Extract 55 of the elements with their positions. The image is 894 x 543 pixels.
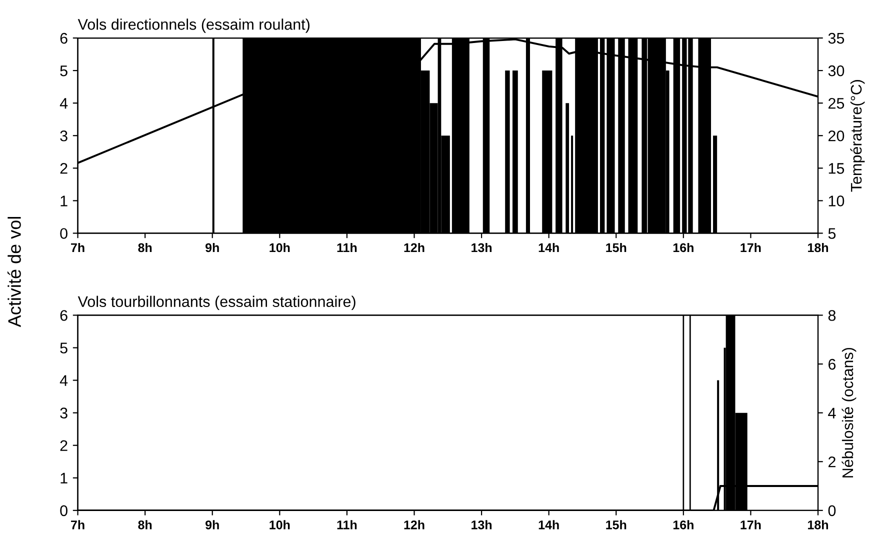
x-tick-label: 17h	[740, 520, 761, 530]
chart-title: Vols directionnels (essaim roulant)	[78, 18, 310, 33]
y2-tick-label: 35	[828, 32, 844, 44]
y-tick-label: 0	[60, 228, 68, 239]
x-tick-label: 13h	[472, 242, 492, 252]
y2-tick-label: 25	[828, 98, 844, 109]
x-tick-label: 18h	[808, 520, 828, 530]
y2-tick-label: 6	[828, 358, 836, 370]
x-tick-label: 10h	[270, 242, 290, 252]
x-tick-label: 12h	[404, 242, 424, 252]
y2-tick-label: 2	[828, 456, 836, 468]
y-tick-label: 2	[60, 163, 68, 174]
x-tick-label: 16h	[673, 242, 694, 252]
x-tick-label: 15h	[606, 520, 626, 530]
y-tick-label: 0	[60, 505, 68, 516]
x-tick-label: 9h	[206, 520, 219, 530]
x-tick-label: 7h	[71, 520, 84, 530]
x-tick-label: 14h	[538, 242, 559, 252]
x-tick-label: 12h	[404, 520, 424, 530]
x-tick-label: 15h	[606, 242, 626, 252]
y2-tick-label: 0	[828, 505, 836, 516]
y2-tick-label: 15	[828, 163, 844, 174]
x-tick-label: 11h	[337, 242, 357, 252]
y2-axis-title: Nébulosité (octans)	[842, 348, 856, 478]
x-tick-label: 8h	[138, 520, 152, 530]
y2-tick-label: 30	[828, 65, 844, 76]
y-tick-label: 2	[60, 440, 68, 451]
y-tick-label: 5	[60, 342, 68, 354]
chart-title: Vols tourbillonnants (essaim stationnaire)	[78, 296, 356, 310]
x-tick-label: 13h	[472, 520, 492, 530]
x-tick-label: 16h	[673, 520, 694, 530]
y2-tick-label: 8	[828, 310, 836, 321]
y-tick-label: 5	[60, 66, 68, 76]
x-tick-label: 14h	[538, 520, 559, 530]
y-tick-label: 1	[60, 472, 68, 484]
x-tick-label: 8h	[138, 242, 152, 252]
y2-tick-label: 4	[828, 408, 836, 418]
y2-tick-label: 10	[828, 196, 844, 206]
x-tick-label: 7h	[71, 242, 84, 252]
y-tick-label: 6	[60, 32, 68, 44]
y-axis-title: Activité de vol	[7, 217, 21, 328]
y-tick-label: 4	[60, 375, 68, 386]
y-tick-label: 1	[60, 196, 68, 206]
x-tick-label: 11h	[337, 520, 357, 530]
x-tick-label: 9h	[206, 242, 219, 252]
y2-tick-label: 5	[828, 228, 836, 239]
x-tick-label: 10h	[270, 520, 290, 530]
x-tick-label: 18h	[808, 242, 828, 252]
y-tick-label: 3	[60, 408, 68, 418]
x-tick-label: 17h	[740, 242, 761, 252]
y2-tick-label: 20	[828, 130, 844, 142]
y2-axis-title: Température(°C)	[850, 80, 865, 192]
y-tick-label: 6	[60, 310, 68, 321]
y-tick-label: 4	[60, 98, 68, 109]
y-tick-label: 3	[60, 130, 68, 142]
